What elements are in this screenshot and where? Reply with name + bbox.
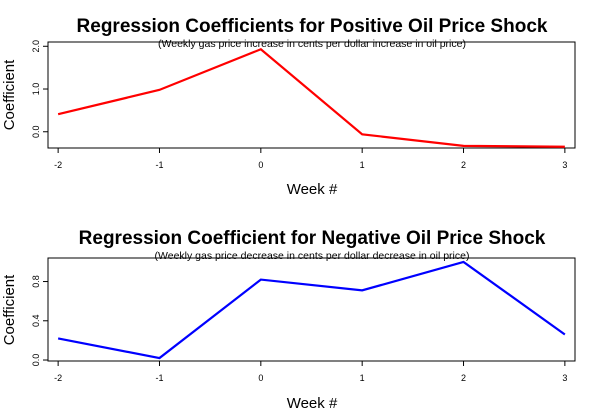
y-tick-label: 0.0 — [31, 354, 41, 367]
y-tick-label: 1.0 — [31, 83, 41, 96]
x-axis-label: Week # — [287, 181, 338, 198]
chart-subtitle: (Weekly gas price increase in cents per … — [158, 38, 466, 50]
y-tick-label: 0.4 — [31, 315, 41, 328]
chart-title: Regression Coefficients for Positive Oil… — [77, 16, 548, 37]
plot-frame — [47, 257, 576, 362]
series-layer — [57, 47, 565, 148]
y-axis: 0.0 0.4 0.8 — [31, 275, 48, 366]
plot-frame — [47, 41, 576, 149]
y-tick-label: 2.0 — [31, 40, 41, 53]
x-tick-label: 1 — [360, 373, 365, 383]
series-line — [57, 47, 565, 148]
y-tick-label: 0.8 — [31, 275, 41, 288]
y-axis: 0.0 1.0 2.0 — [31, 40, 48, 138]
x-tick-label: 3 — [562, 160, 567, 170]
x-tick-label: -1 — [155, 160, 163, 170]
x-tick-label: 0 — [258, 160, 263, 170]
x-tick-label: -2 — [54, 373, 62, 383]
x-axis-label: Week # — [287, 395, 338, 412]
x-tick-label: -2 — [54, 160, 62, 170]
x-axis: -2 -1 0 1 2 3 — [54, 148, 567, 170]
y-axis-label: Coefficient — [1, 59, 18, 130]
x-tick-label: 0 — [258, 373, 263, 383]
y-tick-label: 0.0 — [31, 126, 41, 139]
chart-title: Regression Coefficient for Negative Oil … — [79, 228, 546, 249]
x-tick-label: 2 — [461, 373, 466, 383]
x-tick-label: 3 — [562, 373, 567, 383]
chart-subtitle: (Weekly gas price decrease in cents per … — [155, 250, 470, 262]
x-tick-label: -1 — [155, 373, 163, 383]
negative-shock-chart: Regression Coefficient for Negative Oil … — [1, 228, 576, 412]
series-layer — [57, 260, 566, 360]
x-tick-label: 1 — [360, 160, 365, 170]
x-axis: -2 -1 0 1 2 3 — [54, 361, 567, 383]
series-line — [57, 260, 566, 360]
x-tick-label: 2 — [461, 160, 466, 170]
y-axis-label: Coefficient — [1, 274, 18, 345]
positive-shock-chart: Regression Coefficients for Positive Oil… — [1, 16, 576, 198]
